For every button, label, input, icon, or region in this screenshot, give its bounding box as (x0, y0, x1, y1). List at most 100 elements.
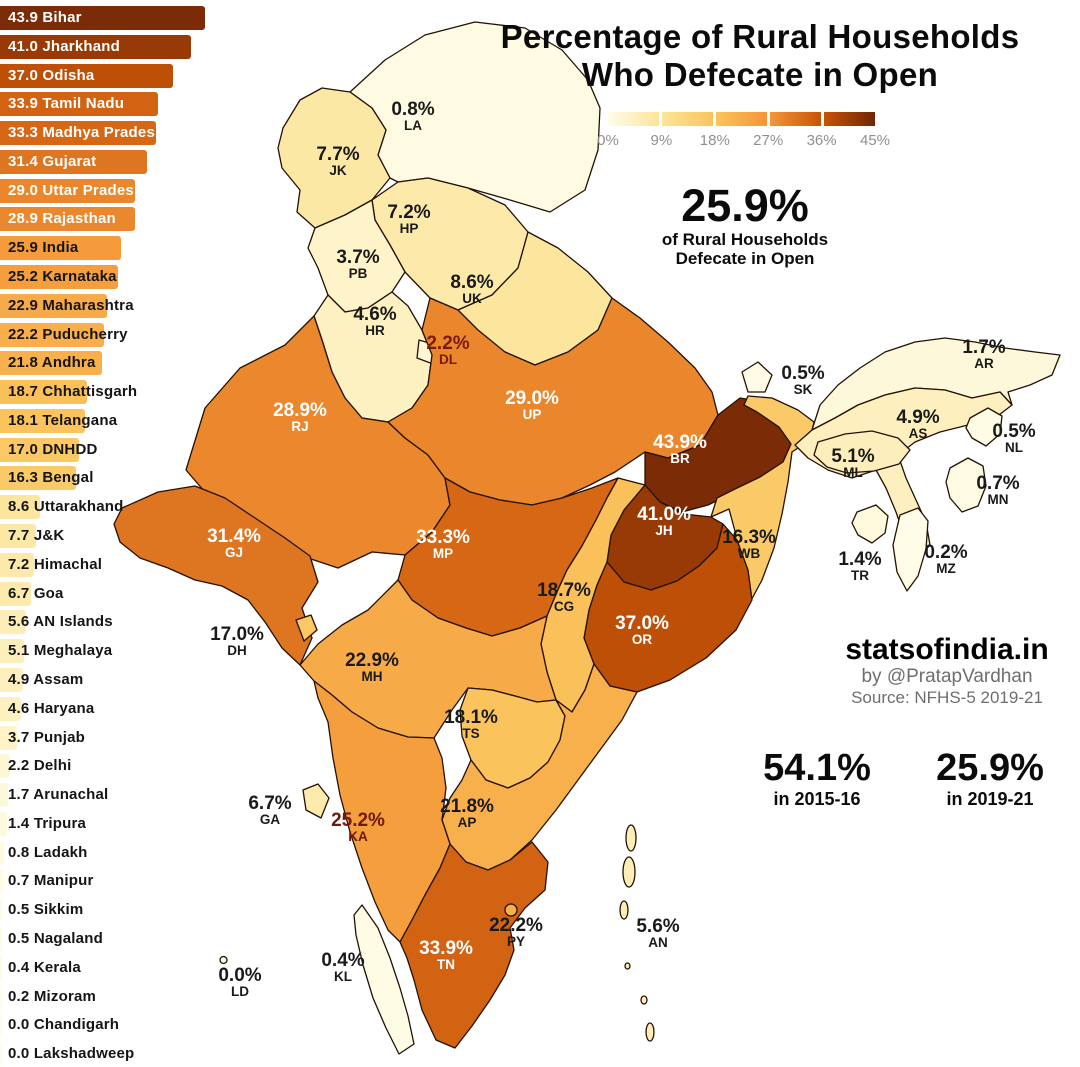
title-line-2: Who Defecate in Open (581, 56, 939, 93)
state-label-CG: 18.7% CG (537, 580, 591, 614)
comparison-2015-16: 54.1% in 2015-16 (717, 748, 917, 810)
bar-label: 1.7 Arunachal (8, 786, 109, 803)
bar-label: 4.9 Assam (8, 671, 84, 688)
bar-row-jharkhand: 41.0 Jharkhand (0, 35, 230, 59)
bar-fill (0, 639, 24, 663)
bar-row-punjab: 3.7 Punjab (0, 726, 230, 750)
state-label-JH: 41.0% JH (637, 504, 691, 538)
state-label-MH: 22.9% MH (345, 650, 399, 684)
state-shape-TR (851, 504, 889, 544)
credits: statsofindia.in by @PratapVardhan Source… (797, 634, 1080, 708)
bar-row-delhi: 2.2 Delhi (0, 754, 230, 778)
national-average-value: 25.9% (681, 180, 809, 231)
bar-label: 6.7 Goa (8, 585, 64, 602)
legend-swatch-band (608, 112, 875, 126)
national-average-caption-1: of Rural Households (661, 230, 829, 249)
state-label-GA: 6.7% GA (248, 793, 291, 827)
bar-fill (0, 207, 135, 231)
state-shape-ML (813, 430, 911, 474)
bar-fill (0, 323, 104, 347)
bar-row-j-k: 7.7 J&K (0, 524, 230, 548)
bar-fill (0, 409, 85, 433)
bar-fill (0, 927, 3, 951)
state-shape-AN (619, 824, 655, 1042)
bar-row-madhya-pradesh: 33.3 Madhya Pradesh (0, 121, 230, 145)
bar-label: 0.2 Mizoram (8, 988, 97, 1005)
bar-row-lakshadweep: 0.0 Lakshadweep (0, 1042, 230, 1066)
bar-label: 33.3 Madhya Pradesh (8, 124, 165, 141)
bar-row-puducherry: 22.2 Puducherry (0, 323, 230, 347)
bar-label: 31.4 Gujarat (8, 153, 97, 170)
bar-row-himachal: 7.2 Himachal (0, 553, 230, 577)
bar-fill (0, 1042, 2, 1066)
bar-row-karnataka: 25.2 Karnataka (0, 265, 230, 289)
bar-row-india: 25.9 India (0, 236, 230, 260)
bar-fill (0, 754, 11, 778)
bar-row-tamil-nadu: 33.9 Tamil Nadu (0, 92, 230, 116)
bar-fill (0, 582, 32, 606)
state-shape-PY (504, 903, 518, 917)
bar-fill (0, 466, 77, 490)
bar-row-assam: 4.9 Assam (0, 668, 230, 692)
state-label-RJ: 28.9% RJ (273, 400, 327, 434)
bar-fill (0, 92, 159, 116)
legend-swatch (715, 112, 768, 126)
legend-swatch (823, 112, 875, 126)
bar-label: 25.2 Karnataka (8, 268, 117, 285)
bar-row-rajasthan: 28.9 Rajasthan (0, 207, 230, 231)
state-label-AP: 21.8% AP (440, 796, 494, 830)
state-label-HP: 7.2% HP (387, 202, 430, 236)
legend-tick: 0% (597, 132, 619, 149)
state-shape-NL (965, 407, 1003, 447)
bar-fill (0, 1013, 2, 1037)
bar-row-haryana: 4.6 Haryana (0, 697, 230, 721)
bar-fill (0, 812, 7, 836)
bar-row-sikkim: 0.5 Sikkim (0, 898, 230, 922)
bar-label: 0.8 Ladakh (8, 844, 88, 861)
bar-label: 0.0 Lakshadweep (8, 1045, 135, 1062)
bar-fill (0, 351, 102, 375)
state-label-UP: 29.0% UP (505, 388, 559, 422)
state-label-NL: 0.5% NL (992, 421, 1035, 455)
bar-label: 8.6 Uttarakhand (8, 498, 124, 515)
bar-fill (0, 697, 22, 721)
bar-fill (0, 553, 34, 577)
state-label-DH: 17.0% DH (210, 624, 264, 658)
national-average-caption-2: Defecate in Open (675, 249, 815, 268)
bar-fill (0, 726, 18, 750)
credits-source: Source: NFHS-5 2019-21 (851, 688, 1043, 707)
bar-fill (0, 841, 4, 865)
national-average-callout: 25.9% of Rural Households Defecate in Op… (595, 180, 895, 269)
bar-row-nagaland: 0.5 Nagaland (0, 927, 230, 951)
bar-row-uttar-pradesh: 29.0 Uttar Pradesh (0, 179, 230, 203)
bar-label: 29.0 Uttar Pradesh (8, 182, 144, 199)
state-label-MN: 0.7% MN (976, 473, 1019, 507)
state-label-WB: 16.3% WB (722, 527, 776, 561)
bar-label: 28.9 Rajasthan (8, 210, 116, 227)
state-label-BR: 43.9% BR (653, 432, 707, 466)
bar-fill (0, 438, 80, 462)
state-label-PB: 3.7% PB (336, 247, 379, 281)
bar-fill (0, 668, 23, 692)
bar-row-ladakh: 0.8 Ladakh (0, 841, 230, 865)
comparison-2019-21-value: 25.9% (936, 747, 1044, 789)
legend-tick: 18% (699, 132, 730, 149)
state-ranking-bar-list: 43.9 Bihar 41.0 Jharkhand 37.0 Odisha 33.9 … (0, 0, 230, 1067)
state-label-LD: 0.0% LD (218, 965, 261, 999)
bar-row-goa: 6.7 Goa (0, 582, 230, 606)
bar-row-manipur: 0.7 Manipur (0, 869, 230, 893)
state-label-MP: 33.3% MP (416, 527, 470, 561)
color-legend: 0% 9% 18% 27% 36% 45% (597, 112, 890, 152)
state-shape-GA (302, 783, 330, 819)
bar-fill (0, 121, 156, 145)
bar-label: 4.6 Haryana (8, 700, 95, 717)
legend-tick: 36% (806, 132, 837, 149)
bar-label: 33.9 Tamil Nadu (8, 95, 125, 112)
bar-row-arunachal: 1.7 Arunachal (0, 783, 230, 807)
bar-fill (0, 610, 27, 634)
bar-row-bihar: 43.9 Bihar (0, 6, 230, 30)
page-title: Percentage of Rural Households Who Defec… (430, 18, 1080, 94)
state-label-KL: 0.4% KL (321, 950, 364, 984)
state-label-MZ: 0.2% MZ (924, 542, 967, 576)
